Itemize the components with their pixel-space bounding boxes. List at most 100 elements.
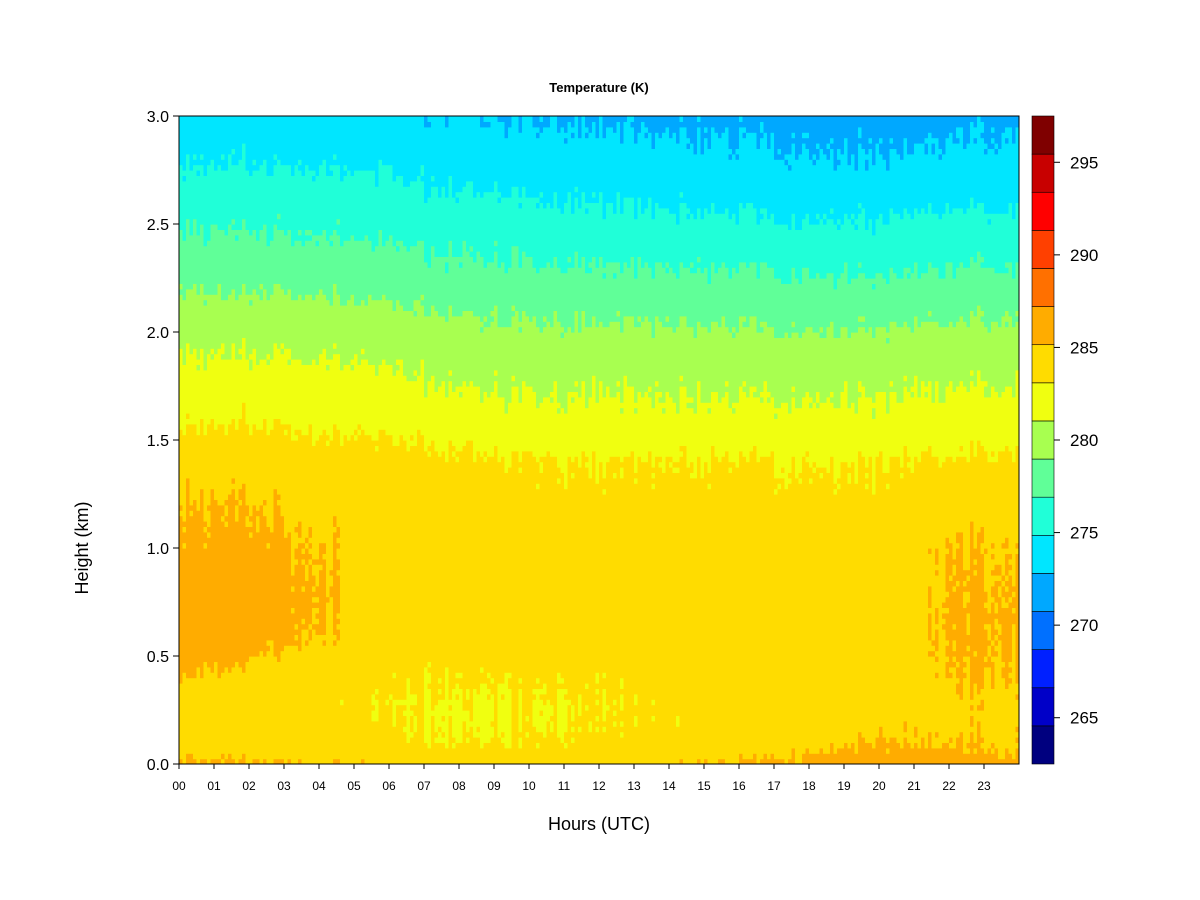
heatmap-cell <box>322 612 327 619</box>
heatmap-cell <box>210 126 215 133</box>
heatmap-cell <box>245 180 250 187</box>
heatmap-cell <box>179 699 184 706</box>
heatmap-cell <box>284 737 289 743</box>
heatmap-cell <box>231 521 236 527</box>
heatmap-cell <box>308 132 313 139</box>
heatmap-cell <box>238 213 243 220</box>
heatmap-cell <box>242 315 247 322</box>
heatmap-cell <box>193 704 198 711</box>
heatmap-cell <box>266 526 271 533</box>
heatmap-cell <box>238 310 243 317</box>
heatmap-cell <box>277 164 282 171</box>
heatmap-cell <box>312 294 317 301</box>
heatmap-cell <box>214 585 219 592</box>
heatmap-cell <box>179 310 184 317</box>
heatmap-cell <box>224 688 229 695</box>
heatmap-cell <box>298 326 303 333</box>
heatmap-cell <box>221 720 226 727</box>
heatmap-cell <box>224 321 229 328</box>
heatmap-cell <box>224 164 229 171</box>
heatmap-cell <box>301 526 306 533</box>
heatmap-cell <box>182 596 187 603</box>
heatmap-cell <box>224 283 229 290</box>
heatmap-cell <box>203 521 208 527</box>
heatmap-cell <box>322 515 327 522</box>
heatmap-cell <box>259 467 264 473</box>
heatmap-cell <box>291 164 296 171</box>
heatmap-cell <box>312 132 317 139</box>
heatmap-cell <box>280 747 285 754</box>
heatmap-cell <box>259 337 264 344</box>
heatmap-cell <box>238 418 243 425</box>
heatmap-cell <box>298 170 303 176</box>
heatmap-cell <box>203 418 208 425</box>
heatmap-cell <box>242 710 247 716</box>
heatmap-cell <box>298 224 303 230</box>
heatmap-cell <box>266 569 271 576</box>
heatmap-cell <box>315 602 320 608</box>
heatmap-cell <box>228 472 233 479</box>
heatmap-cell <box>200 386 205 392</box>
heatmap-cell <box>200 645 205 652</box>
heatmap-cell <box>277 299 282 306</box>
heatmap-cell <box>277 650 282 657</box>
heatmap-cell <box>214 575 219 581</box>
heatmap-cell <box>263 224 268 230</box>
heatmap-cell <box>270 380 275 387</box>
heatmap-cell <box>210 207 215 214</box>
heatmap-cell <box>291 396 296 403</box>
heatmap-cell <box>228 699 233 706</box>
heatmap-cell <box>287 753 292 760</box>
heatmap-cell <box>280 504 285 511</box>
heatmap-cell <box>270 186 275 193</box>
heatmap-cell <box>266 197 271 203</box>
heatmap-cell <box>291 526 296 533</box>
heatmap-cell <box>186 639 191 646</box>
heatmap-cell <box>217 483 222 490</box>
heatmap-cell <box>179 542 184 549</box>
heatmap-cell <box>305 321 310 328</box>
heatmap-cell <box>214 202 219 209</box>
heatmap-cell <box>200 737 205 743</box>
heatmap-cell <box>312 256 317 263</box>
heatmap-cell <box>179 396 184 403</box>
heatmap-cell <box>214 461 219 468</box>
heatmap-cell <box>298 137 303 144</box>
heatmap-cell <box>273 272 278 279</box>
heatmap-cell <box>256 126 261 133</box>
heatmap-cell <box>301 121 306 128</box>
heatmap-cell <box>210 353 215 360</box>
heatmap-cell <box>273 170 278 176</box>
heatmap-cell <box>315 342 320 349</box>
heatmap-cell <box>224 337 229 344</box>
heatmap-cell <box>207 359 212 365</box>
heatmap-cell <box>238 747 243 754</box>
heatmap-cell <box>273 245 278 252</box>
heatmap-cell <box>200 213 205 220</box>
heatmap-cell <box>266 623 271 630</box>
heatmap-cell <box>284 742 289 749</box>
heatmap-cell <box>287 396 292 403</box>
heatmap-cell <box>301 699 306 706</box>
heatmap-cell <box>315 434 320 441</box>
heatmap-cell <box>228 407 233 414</box>
heatmap-cell <box>217 526 222 533</box>
heatmap-cell <box>280 267 285 274</box>
heatmap-cell <box>224 580 229 587</box>
heatmap-cell <box>270 699 275 706</box>
heatmap-cell <box>301 569 306 576</box>
heatmap-cell <box>203 456 208 463</box>
heatmap-cell <box>256 375 261 382</box>
heatmap-cell <box>186 380 191 387</box>
heatmap-cell <box>301 726 306 733</box>
heatmap-cell <box>196 693 201 700</box>
heatmap-cell <box>259 391 264 398</box>
heatmap-cell <box>287 537 292 544</box>
heatmap-cell <box>210 413 215 419</box>
heatmap-cell <box>217 623 222 630</box>
heatmap-cell <box>259 548 264 554</box>
heatmap-cell <box>235 461 240 468</box>
heatmap-cell <box>280 332 285 338</box>
heatmap-cell <box>186 359 191 365</box>
heatmap-cell <box>182 132 187 139</box>
